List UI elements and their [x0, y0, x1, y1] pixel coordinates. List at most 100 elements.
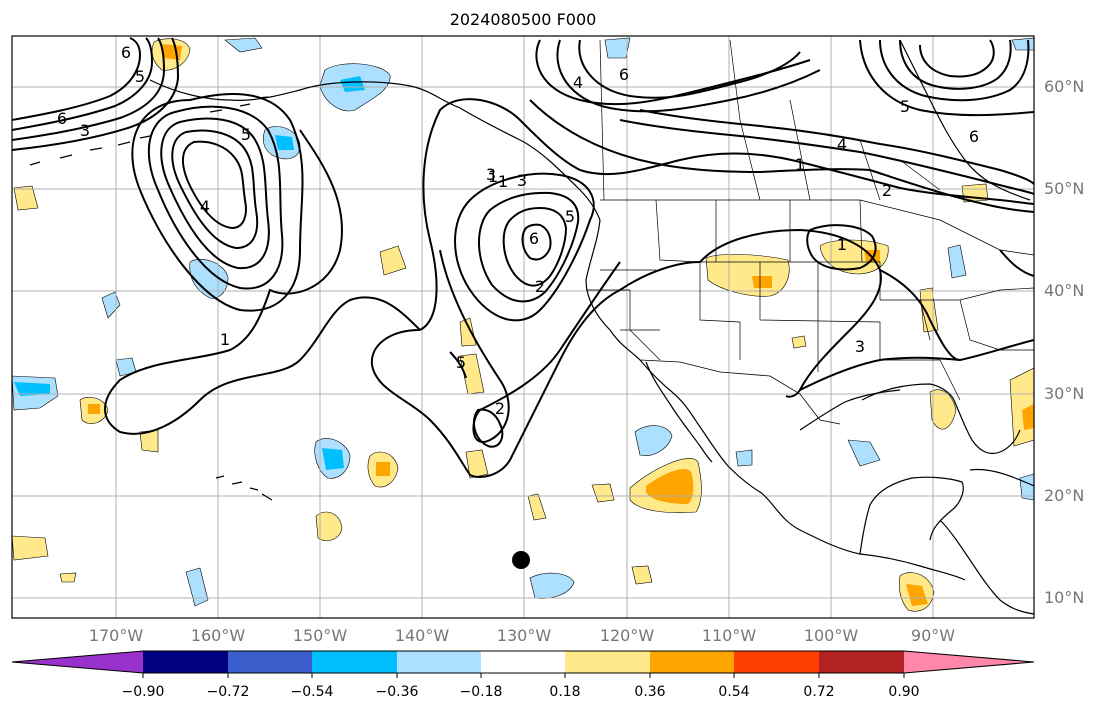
contour-ridge-3: [478, 191, 580, 303]
contour-label: 3: [517, 171, 527, 190]
contour-low-outer: [131, 93, 304, 312]
colorbar-tick-label: 0.36: [634, 684, 666, 700]
contour-label: 3: [80, 121, 90, 140]
shade-orange-4: [646, 469, 694, 504]
shade-orange-2: [88, 404, 100, 414]
colorbar-bin: [650, 651, 734, 673]
contour-label: 4: [200, 197, 210, 216]
contour-nw-1: [11, 37, 142, 121]
canada-borders: [599, 39, 941, 201]
contour-label: 6: [121, 43, 131, 62]
contour-us-4: [999, 249, 1035, 277]
coastline-gulf: [859, 383, 1021, 555]
contour-north-4: [529, 99, 1035, 213]
contour-label: 1: [498, 172, 508, 191]
contour-label: 6: [969, 127, 979, 146]
lon-label: 170°W: [88, 626, 144, 645]
contour-north-5: [579, 152, 1035, 205]
colorbar: [11, 650, 1035, 678]
shade-orange-3: [376, 462, 390, 476]
colorbar-under-triangle: [12, 651, 143, 673]
contour-label: 5: [456, 353, 466, 372]
lat-label: 60°N: [1044, 77, 1085, 96]
contour-label: 1: [220, 330, 230, 349]
shade-orange-8: [1022, 404, 1034, 430]
shade-blue-10: [14, 382, 50, 396]
contour-south: [370, 261, 701, 479]
shade-blue-12: [322, 448, 344, 470]
contour-label: 6: [57, 109, 67, 128]
shade-yellow-21: [929, 389, 957, 430]
lon-label: 90°W: [910, 626, 956, 645]
shade-yellow-24: [791, 335, 807, 349]
contour-label: 5: [900, 97, 910, 116]
shade-blue-15: [634, 425, 673, 456]
colorbar-tick-label: −0.90: [121, 684, 165, 700]
contour-north-7: [619, 119, 1035, 195]
contour-label: 2: [535, 277, 545, 296]
colorbar-tick-label: 0.90: [888, 684, 920, 700]
shade-blue-5: [275, 135, 294, 150]
contour-label: 4: [837, 135, 847, 154]
contour-label: 5: [135, 67, 145, 86]
colorbar-tick-label: 0.72: [803, 684, 835, 700]
contour-ridge-4: [502, 206, 568, 287]
colorbar-tick-label: −0.72: [206, 684, 250, 700]
contour-w-lobe: [449, 351, 467, 379]
colorbar-over-triangle: [904, 651, 1034, 673]
lat-label: 30°N: [1044, 384, 1085, 403]
lon-label: 160°W: [190, 626, 246, 645]
shade-orange-6: [752, 276, 772, 288]
contour-1-center: [419, 98, 581, 331]
lon-label: 110°W: [701, 626, 757, 645]
shade-yellow-3: [379, 245, 407, 276]
lon-label: 120°W: [599, 626, 655, 645]
lon-label: 150°W: [292, 626, 348, 645]
colorbar-tick-label: −0.54: [290, 684, 334, 700]
height-contours: [11, 37, 1035, 479]
shade-yellow-10: [315, 511, 343, 541]
contour-low-3: [160, 117, 270, 270]
contour-ridge-outer: [439, 249, 621, 443]
contour-small-2: [472, 408, 504, 448]
shade-yellow-9: [465, 449, 489, 479]
shade-orange-1: [162, 44, 182, 60]
contour-label: 1: [837, 235, 847, 254]
colorbar-tick-label: −0.18: [459, 684, 503, 700]
coastline-baja: [645, 361, 713, 463]
shade-blue-13: [185, 567, 209, 607]
contour-ridge-2: [454, 172, 595, 322]
contour-north-3: [578, 39, 801, 99]
shade-yellow-11: [11, 535, 49, 561]
shade-yellow-16: [631, 565, 653, 585]
contour-ne-3: [899, 39, 1012, 90]
contour-label: 2: [495, 399, 505, 418]
contour-label: 3: [486, 165, 496, 184]
shade-yellow-4: [459, 317, 477, 347]
contour-label: 1: [488, 167, 498, 186]
colorbar-bin: [228, 651, 312, 673]
coastline-cuba: [969, 468, 1035, 487]
lon-label: 130°W: [496, 626, 552, 645]
colorbar-bin: [481, 651, 565, 673]
contour-north-6: [639, 109, 1035, 185]
anomaly-shading: [11, 37, 1035, 612]
colorbar-bin: [397, 651, 481, 673]
lat-label: 50°N: [1044, 179, 1085, 198]
aleutian-islands: [29, 96, 269, 166]
contour-label: 6: [529, 229, 539, 248]
coastline-west-us: [585, 219, 966, 581]
contour-low-5: [182, 140, 247, 230]
lon-label: 140°W: [394, 626, 450, 645]
shade-blue-16: [735, 449, 753, 467]
colorbar-bin: [734, 651, 819, 673]
colorbar-bin: [819, 651, 904, 673]
contour-ne-2: [879, 39, 1030, 102]
colorbar-bin: [312, 651, 397, 673]
contour-ne-1: [859, 39, 1035, 117]
contour-north-2: [556, 39, 821, 113]
contour-nw-2: [11, 37, 154, 131]
shade-orange-5: [906, 584, 928, 606]
